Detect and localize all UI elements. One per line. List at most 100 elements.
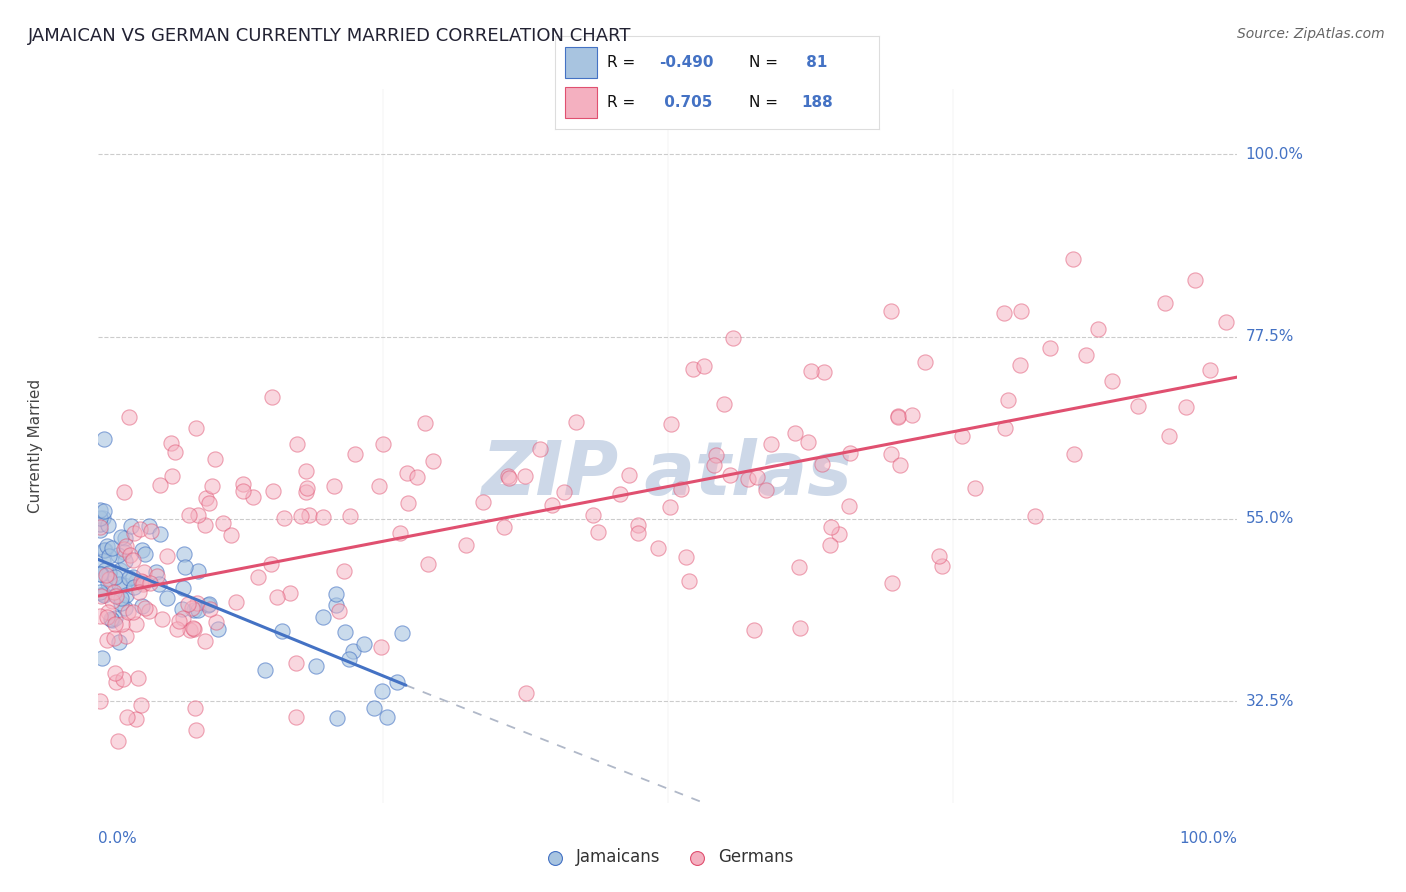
Point	[754, 483, 776, 498]
Point	[290, 509, 312, 524]
Point	[242, 490, 264, 504]
Point	[391, 626, 413, 640]
Point	[138, 518, 160, 533]
Point	[187, 508, 209, 522]
Point	[492, 520, 515, 534]
Text: 100.0%: 100.0%	[1246, 146, 1303, 161]
Text: R =: R =	[607, 55, 640, 70]
Point	[103, 585, 125, 599]
Point	[184, 723, 207, 737]
Point	[173, 559, 195, 574]
Text: ZIP atlas: ZIP atlas	[482, 438, 853, 511]
Point	[703, 458, 725, 473]
Point	[333, 564, 356, 578]
Point	[186, 596, 208, 610]
Point	[1184, 273, 1206, 287]
Point	[96, 568, 118, 582]
Point	[94, 543, 117, 558]
Point	[150, 612, 173, 626]
Point	[125, 712, 148, 726]
Point	[89, 523, 111, 537]
Point	[91, 553, 114, 567]
Point	[422, 454, 444, 468]
Point	[97, 518, 120, 533]
Text: 0.0%: 0.0%	[98, 831, 138, 847]
Point	[89, 511, 111, 525]
Point	[125, 574, 148, 589]
Point	[93, 589, 115, 603]
Point	[389, 525, 412, 540]
Point	[1215, 315, 1237, 329]
Point	[115, 539, 138, 553]
Point	[737, 472, 759, 486]
Point	[149, 478, 172, 492]
Point	[197, 597, 219, 611]
Point	[370, 640, 392, 654]
Point	[104, 674, 127, 689]
Point	[91, 651, 114, 665]
Point	[789, 621, 811, 635]
Point	[104, 589, 127, 603]
Point	[271, 624, 294, 638]
Point	[260, 390, 283, 404]
Text: 81: 81	[801, 55, 828, 70]
Point	[219, 528, 242, 542]
Point	[627, 526, 650, 541]
Point	[810, 458, 832, 472]
Point	[678, 574, 700, 589]
Point	[839, 445, 862, 459]
Point	[198, 602, 221, 616]
Point	[658, 500, 681, 514]
Point	[838, 499, 860, 513]
Point	[183, 701, 205, 715]
Point	[294, 464, 316, 478]
Point	[170, 602, 193, 616]
Point	[541, 498, 564, 512]
Point	[89, 503, 111, 517]
Point	[89, 517, 111, 532]
Point	[160, 435, 183, 450]
Point	[131, 599, 153, 613]
Text: R =: R =	[607, 95, 640, 110]
Point	[800, 364, 823, 378]
Point	[498, 471, 520, 485]
Point	[284, 709, 307, 723]
Point	[889, 458, 911, 473]
Point	[114, 531, 136, 545]
Point	[344, 447, 367, 461]
Point	[914, 355, 936, 369]
Point	[138, 604, 160, 618]
Point	[104, 570, 127, 584]
Point	[692, 359, 714, 374]
Point	[337, 652, 360, 666]
Point	[581, 508, 603, 522]
Point	[406, 469, 429, 483]
Point	[179, 624, 201, 638]
Point	[416, 558, 439, 572]
Point	[260, 557, 283, 571]
Point	[323, 479, 346, 493]
Point	[132, 566, 155, 580]
Point	[901, 409, 924, 423]
Point	[183, 622, 205, 636]
Point	[93, 432, 115, 446]
Point	[114, 601, 136, 615]
Point	[91, 511, 114, 525]
Point	[101, 594, 124, 608]
Point	[148, 577, 170, 591]
Point	[204, 452, 226, 467]
Point	[156, 591, 179, 605]
Point	[1087, 321, 1109, 335]
Point	[813, 365, 835, 379]
Text: 77.5%: 77.5%	[1246, 329, 1294, 344]
Point	[761, 437, 783, 451]
Point	[456, 538, 478, 552]
Point	[181, 600, 204, 615]
Point	[145, 565, 167, 579]
Point	[262, 483, 284, 498]
Point	[89, 519, 111, 533]
Point	[311, 610, 333, 624]
Point	[1198, 363, 1220, 377]
Point	[472, 494, 495, 508]
Point	[1174, 401, 1197, 415]
